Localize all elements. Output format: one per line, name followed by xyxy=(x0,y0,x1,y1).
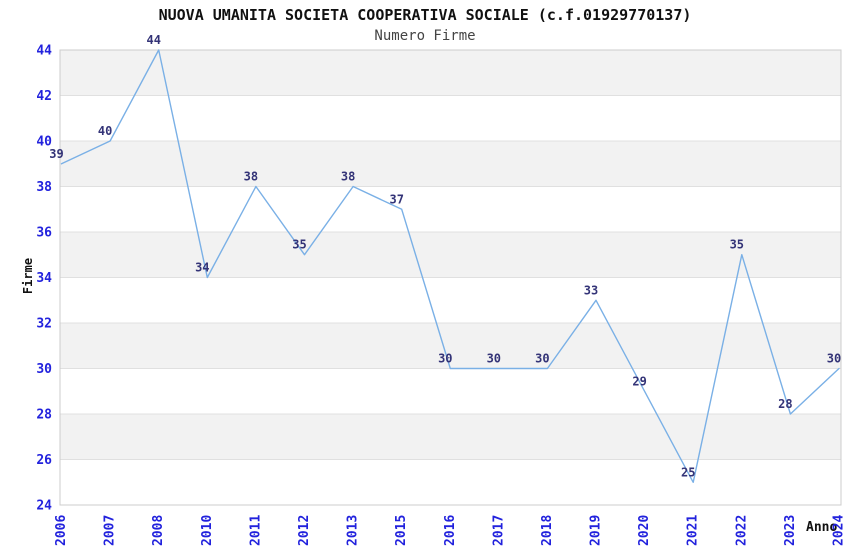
x-tick-label: 2021 xyxy=(686,515,701,546)
y-tick-label: 24 xyxy=(36,499,52,514)
x-tick-label: 2015 xyxy=(394,515,409,546)
y-tick-label: 38 xyxy=(36,180,52,195)
y-tick-label: 44 xyxy=(36,44,52,59)
data-point-label: 35 xyxy=(730,238,744,252)
data-point-label: 33 xyxy=(584,283,598,297)
plot-band xyxy=(60,414,841,460)
x-tick-label: 2012 xyxy=(297,515,312,546)
y-tick-label: 28 xyxy=(36,408,52,423)
x-tick-label: 2006 xyxy=(54,515,69,546)
x-tick-label: 2011 xyxy=(248,515,263,546)
data-point-label: 38 xyxy=(341,170,355,184)
data-point-label: 28 xyxy=(778,397,792,411)
y-tick-label: 36 xyxy=(36,226,52,241)
x-tick-label: 2023 xyxy=(783,515,798,546)
data-point-label: 30 xyxy=(438,352,452,366)
plot-band xyxy=(60,232,841,278)
data-point-label: 29 xyxy=(632,374,646,388)
y-tick-label: 40 xyxy=(36,135,52,150)
data-point-label: 40 xyxy=(98,124,112,138)
data-point-label: 30 xyxy=(487,352,501,366)
x-tick-label: 2010 xyxy=(200,515,215,546)
x-tick-label: 2019 xyxy=(589,515,604,546)
data-point-label: 30 xyxy=(827,352,841,366)
x-tick-label: 2020 xyxy=(637,515,652,546)
x-tick-label: 2016 xyxy=(443,515,458,546)
plot-band xyxy=(60,50,841,96)
x-tick-label: 2022 xyxy=(734,515,749,546)
y-tick-label: 32 xyxy=(36,317,52,332)
x-tick-label: 2008 xyxy=(151,515,166,546)
data-point-label: 25 xyxy=(681,465,695,479)
plot-band xyxy=(60,323,841,369)
data-point-label: 44 xyxy=(146,33,160,47)
y-tick-label: 26 xyxy=(36,453,52,468)
plot-border xyxy=(59,49,842,506)
x-tick-label: 2024 xyxy=(832,515,847,546)
data-point-label: 30 xyxy=(535,352,549,366)
y-tick-label: 34 xyxy=(36,271,52,286)
x-tick-label: 2007 xyxy=(103,515,118,546)
x-tick-label: 2013 xyxy=(346,515,361,546)
data-point-label: 39 xyxy=(49,147,63,161)
data-point-label: 38 xyxy=(244,170,258,184)
series-line xyxy=(60,49,840,483)
data-point-label: 37 xyxy=(389,192,403,206)
y-tick-label: 30 xyxy=(36,362,52,377)
plot-band xyxy=(60,141,841,187)
x-tick-label: 2018 xyxy=(540,515,555,546)
y-tick-label: 42 xyxy=(36,89,52,104)
x-axis-title: Anno xyxy=(806,520,838,535)
data-point-label: 35 xyxy=(292,238,306,252)
data-point-label: 34 xyxy=(195,261,209,275)
x-tick-label: 2017 xyxy=(491,515,506,546)
chart-title: NUOVA UMANITA SOCIETA COOPERATIVA SOCIAL… xyxy=(158,6,692,24)
chart-subtitle: Numero Firme xyxy=(374,28,476,44)
